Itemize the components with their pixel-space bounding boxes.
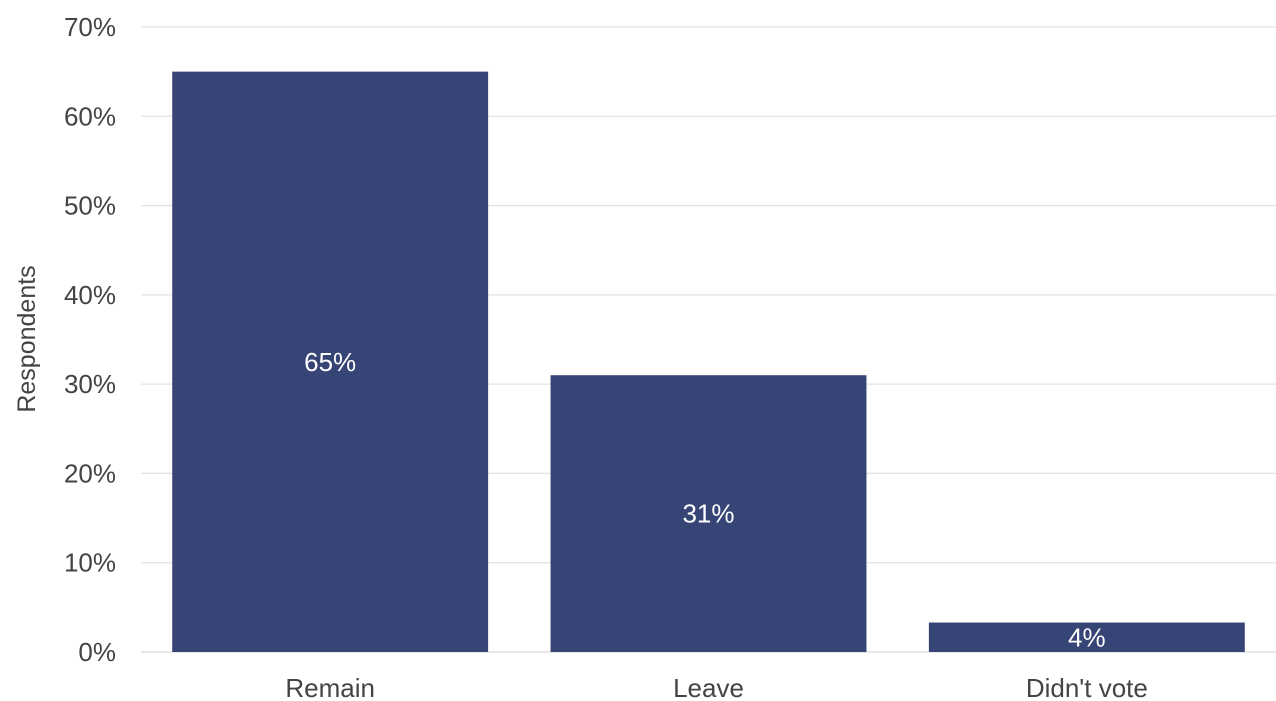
bar-value-label: 4% [1068,622,1106,652]
bar-value-label: 31% [682,499,734,529]
bar-value-label: 65% [304,347,356,377]
bar [172,71,489,652]
y-tick-label: 50% [64,191,116,221]
y-tick-label: 10% [64,548,116,578]
x-tick-label: Leave [673,673,744,701]
bar [928,622,1245,652]
x-tick-label: Remain [285,673,375,701]
bar [550,375,867,652]
y-axis-ticks: 0% 10% 20% 30% 40% 50% 60% 70% [64,12,116,667]
bars [172,71,1245,652]
y-tick-label: 70% [64,12,116,42]
y-tick-label: 40% [64,280,116,310]
x-axis-ticks: Remain Leave Didn't vote [285,673,1147,701]
y-tick-label: 60% [64,101,116,131]
y-tick-label: 0% [78,637,116,667]
y-tick-label: 30% [64,369,116,399]
y-tick-label: 20% [64,458,116,488]
bar-labels: 65% 31% 4% [304,347,1105,652]
x-tick-label: Didn't vote [1026,673,1148,701]
y-axis-label: Respondents [13,265,41,412]
